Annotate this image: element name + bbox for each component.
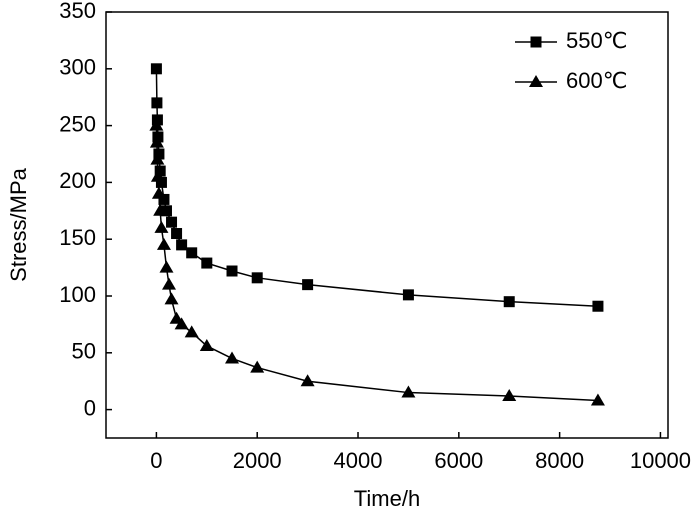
marker (503, 296, 515, 308)
series-line (155, 125, 598, 402)
x-axis-title: Time/h (354, 486, 420, 511)
y-tick-label: 350 (59, 0, 96, 23)
marker (155, 176, 167, 188)
y-tick-label: 200 (59, 168, 96, 193)
marker (152, 131, 164, 143)
marker (156, 237, 171, 250)
marker (402, 289, 414, 301)
marker (225, 351, 240, 364)
legend-label: 550℃ (566, 28, 627, 53)
marker (166, 216, 178, 228)
legend-marker (529, 75, 543, 87)
marker (171, 228, 183, 240)
marker (592, 300, 604, 312)
marker (151, 114, 163, 126)
y-tick-label: 100 (59, 282, 96, 307)
marker (199, 338, 214, 351)
marker (502, 388, 517, 401)
marker (154, 220, 169, 233)
x-tick-label: 2000 (233, 448, 282, 473)
marker (151, 97, 163, 109)
marker (149, 135, 164, 148)
legend-label: 600℃ (566, 68, 627, 93)
marker (300, 374, 315, 387)
marker (150, 169, 165, 182)
marker (149, 118, 164, 131)
y-tick-label: 0 (84, 395, 96, 420)
y-axis-title: Stress/MPa (6, 167, 31, 281)
marker (226, 265, 238, 277)
x-tick-label: 0 (150, 448, 162, 473)
series-line (155, 68, 598, 307)
x-tick-label: 4000 (334, 448, 383, 473)
plot-frame (105, 11, 669, 439)
x-tick-label: 6000 (434, 448, 483, 473)
marker (150, 152, 165, 165)
legend-marker (530, 36, 542, 48)
y-tick-label: 150 (59, 225, 96, 250)
marker (250, 360, 265, 373)
marker (151, 186, 166, 199)
y-tick-label: 250 (59, 111, 96, 136)
marker (176, 239, 188, 251)
y-tick-label: 50 (72, 339, 96, 364)
x-tick-label: 8000 (535, 448, 584, 473)
marker (184, 325, 199, 338)
marker (153, 148, 165, 160)
marker (302, 279, 314, 291)
marker (154, 165, 166, 177)
marker (150, 63, 162, 75)
marker (164, 292, 179, 305)
marker (201, 257, 213, 269)
marker (251, 272, 263, 284)
marker (162, 277, 177, 290)
marker (160, 205, 172, 217)
marker (174, 317, 189, 330)
marker (401, 385, 416, 398)
marker (159, 260, 174, 273)
marker (590, 393, 605, 406)
marker (186, 247, 198, 259)
y-tick-label: 300 (59, 55, 96, 80)
x-tick-label: 10000 (630, 448, 691, 473)
marker (158, 193, 170, 205)
marker (153, 203, 168, 216)
